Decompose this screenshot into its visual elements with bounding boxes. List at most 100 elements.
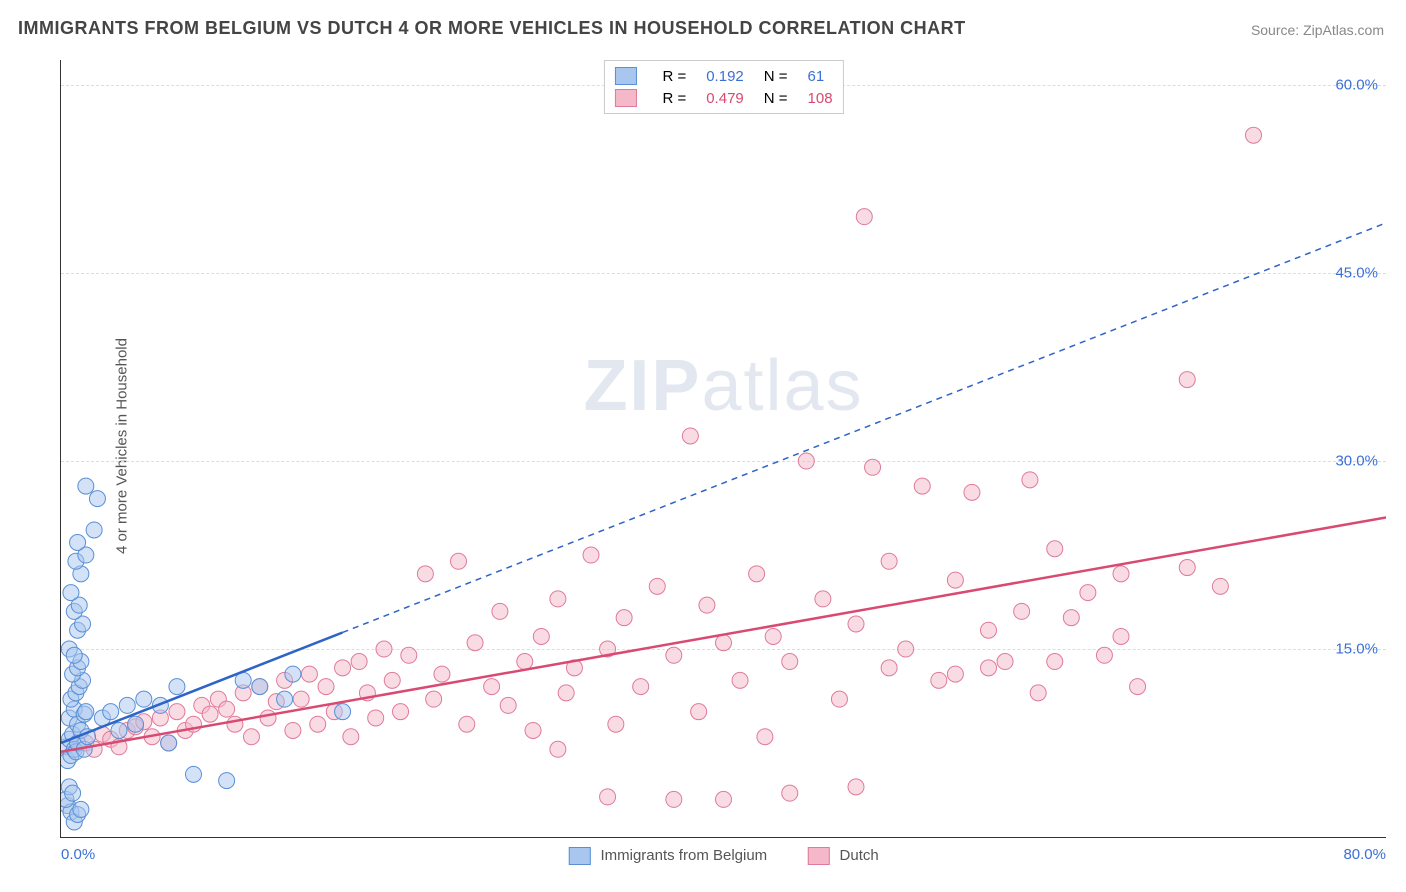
- chart-title: IMMIGRANTS FROM BELGIUM VS DUTCH 4 OR MO…: [18, 18, 966, 39]
- data-point-dutch: [1047, 654, 1063, 670]
- data-point-dutch: [169, 704, 185, 720]
- data-point-dutch: [1063, 610, 1079, 626]
- data-point-dutch: [798, 453, 814, 469]
- series-legend: Immigrants from Belgium Dutch: [550, 847, 896, 865]
- n-value-1: 61: [808, 68, 825, 85]
- data-point-belgium: [128, 716, 144, 732]
- data-point-dutch: [633, 679, 649, 695]
- data-point-dutch: [865, 459, 881, 475]
- data-point-dutch: [757, 729, 773, 745]
- data-point-dutch: [831, 691, 847, 707]
- data-point-dutch: [301, 666, 317, 682]
- data-point-dutch: [682, 428, 698, 444]
- legend-label-2: Dutch: [840, 847, 879, 864]
- data-point-dutch: [981, 622, 997, 638]
- data-point-dutch: [947, 572, 963, 588]
- data-point-dutch: [243, 729, 259, 745]
- data-point-dutch: [608, 716, 624, 732]
- regression-line-dashed-belgium: [343, 223, 1386, 633]
- data-point-dutch: [1096, 647, 1112, 663]
- data-point-dutch: [434, 666, 450, 682]
- data-point-dutch: [782, 785, 798, 801]
- data-point-dutch: [732, 672, 748, 688]
- x-tick-min: 0.0%: [61, 846, 95, 863]
- data-point-dutch: [525, 722, 541, 738]
- data-point-dutch: [666, 791, 682, 807]
- data-point-belgium: [89, 491, 105, 507]
- data-point-dutch: [533, 628, 549, 644]
- n-label-2: N =: [764, 90, 788, 107]
- regression-line-dutch: [61, 517, 1386, 751]
- data-point-dutch: [285, 722, 301, 738]
- n-label-1: N =: [764, 68, 788, 85]
- data-point-dutch: [451, 553, 467, 569]
- data-point-dutch: [1179, 372, 1195, 388]
- data-point-dutch: [1113, 628, 1129, 644]
- data-point-dutch: [583, 547, 599, 563]
- data-point-dutch: [616, 610, 632, 626]
- data-point-belgium: [169, 679, 185, 695]
- data-point-dutch: [856, 209, 872, 225]
- r-value-2: 0.479: [706, 90, 744, 107]
- swatch-icon: [807, 847, 829, 865]
- data-point-dutch: [1212, 578, 1228, 594]
- data-point-dutch: [716, 635, 732, 651]
- data-point-dutch: [749, 566, 765, 582]
- data-point-belgium: [63, 585, 79, 601]
- data-point-belgium: [78, 704, 94, 720]
- data-point-belgium: [335, 704, 351, 720]
- data-point-dutch: [981, 660, 997, 676]
- legend-label-1: Immigrants from Belgium: [600, 847, 767, 864]
- data-point-dutch: [1113, 566, 1129, 582]
- legend-row-dutch: R = 0.479 N = 108: [604, 87, 842, 109]
- data-point-belgium: [119, 697, 135, 713]
- data-point-dutch: [765, 628, 781, 644]
- data-point-dutch: [550, 591, 566, 607]
- data-point-dutch: [1014, 603, 1030, 619]
- x-tick-max: 80.0%: [1343, 846, 1386, 863]
- source-attribution: Source: ZipAtlas.com: [1251, 22, 1384, 38]
- data-point-belgium: [285, 666, 301, 682]
- data-point-dutch: [666, 647, 682, 663]
- data-point-dutch: [558, 685, 574, 701]
- data-point-dutch: [393, 704, 409, 720]
- data-point-dutch: [848, 779, 864, 795]
- data-point-dutch: [600, 789, 616, 805]
- data-point-dutch: [368, 710, 384, 726]
- legend-row-belgium: R = 0.192 N = 61: [604, 65, 842, 87]
- r-label-1: R =: [662, 68, 686, 85]
- data-point-dutch: [1246, 127, 1262, 143]
- data-point-belgium: [111, 722, 127, 738]
- data-point-dutch: [914, 478, 930, 494]
- swatch-dutch: [614, 89, 636, 107]
- r-label-2: R =: [662, 90, 686, 107]
- source-label: Source:: [1251, 22, 1299, 38]
- data-point-dutch: [649, 578, 665, 594]
- chart-plot-area: ZIPatlas R = 0.192 N = 61 R = 0.479 N = …: [60, 60, 1386, 838]
- data-point-dutch: [484, 679, 500, 695]
- data-point-dutch: [293, 691, 309, 707]
- data-point-dutch: [467, 635, 483, 651]
- data-point-belgium: [161, 735, 177, 751]
- data-point-dutch: [881, 660, 897, 676]
- data-point-belgium: [136, 691, 152, 707]
- data-point-dutch: [227, 716, 243, 732]
- data-point-dutch: [202, 706, 218, 722]
- data-point-dutch: [351, 654, 367, 670]
- chart-container: IMMIGRANTS FROM BELGIUM VS DUTCH 4 OR MO…: [0, 0, 1406, 892]
- data-point-belgium: [252, 679, 268, 695]
- data-point-dutch: [881, 553, 897, 569]
- data-point-dutch: [1022, 472, 1038, 488]
- data-point-belgium: [103, 704, 119, 720]
- data-point-belgium: [78, 478, 94, 494]
- data-point-dutch: [384, 672, 400, 688]
- source-link[interactable]: ZipAtlas.com: [1303, 22, 1384, 38]
- data-point-dutch: [1047, 541, 1063, 557]
- scatter-svg: [61, 60, 1386, 837]
- data-point-dutch: [716, 791, 732, 807]
- legend-item-belgium: Immigrants from Belgium: [568, 847, 767, 865]
- swatch-belgium: [614, 67, 636, 85]
- data-point-dutch: [699, 597, 715, 613]
- data-point-dutch: [931, 672, 947, 688]
- data-point-dutch: [947, 666, 963, 682]
